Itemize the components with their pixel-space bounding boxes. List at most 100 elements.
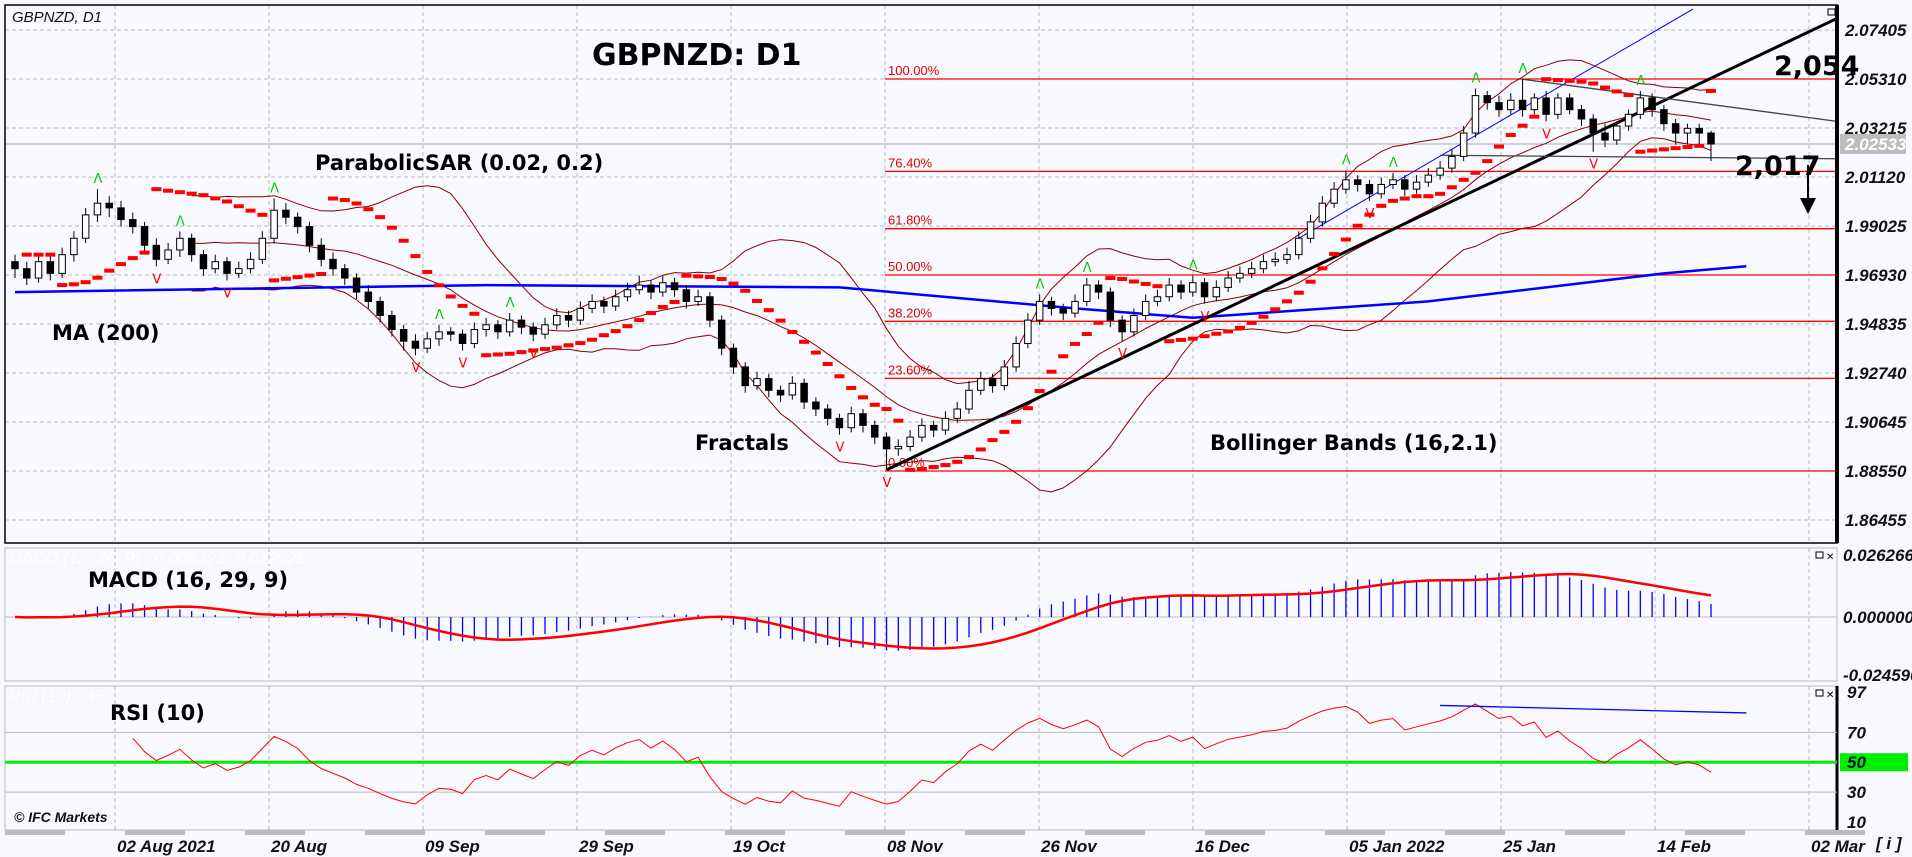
candle-body — [187, 237, 196, 256]
time-scrollbar-segment — [1685, 830, 1745, 835]
time-scrollbar-segment — [725, 830, 785, 835]
parabolic-sar-dot — [33, 252, 44, 257]
fractal-down-icon: V — [152, 272, 161, 287]
fractal-down-icon: V — [459, 357, 468, 372]
parabolic-sar-dot — [57, 283, 68, 288]
parabolic-sar-dot — [45, 252, 56, 257]
candle-body — [1177, 284, 1185, 293]
candle-body — [600, 300, 608, 307]
parabolic-sar-dot — [492, 352, 503, 357]
annotation-resistance: 2,054 — [1774, 51, 1859, 82]
parabolic-sar-dot — [1352, 223, 1363, 228]
candle-body — [376, 300, 384, 316]
candle-body — [1624, 113, 1633, 127]
date-tick-label: 02 Mar — [1811, 837, 1866, 856]
candle-body — [529, 326, 537, 335]
candle-body — [199, 254, 208, 270]
parabolic-sar-dot — [1694, 143, 1705, 148]
candle-body — [1047, 300, 1056, 309]
candle-body — [517, 319, 526, 328]
current-price-box — [1840, 133, 1906, 154]
maximize-icon[interactable] — [1827, 8, 1836, 16]
parabolic-sar-dot — [1128, 279, 1139, 284]
parabolic-sar-dot — [1293, 290, 1304, 295]
rsi-tick-label: 70 — [1847, 723, 1866, 742]
candle-body — [1330, 188, 1338, 204]
parabolic-sar-dot — [1505, 132, 1516, 137]
parabolic-sar-dot — [681, 273, 692, 278]
parabolic-sar-dot — [198, 193, 209, 198]
parabolic-sar-dot — [422, 269, 433, 274]
candle-body — [70, 237, 78, 256]
candle-body — [223, 261, 231, 274]
parabolic-sar-dot — [1482, 159, 1493, 164]
info-button[interactable]: [ i ] — [1875, 834, 1903, 853]
fib-level-label: 76.40% — [888, 155, 933, 170]
candle-body — [894, 445, 903, 450]
parabolic-sar-dot — [1046, 369, 1057, 374]
candle-body — [1671, 123, 1680, 134]
candle-body — [352, 277, 361, 293]
parabolic-sar-dot — [210, 196, 221, 201]
copyright-label: © IFC Markets — [14, 809, 108, 825]
parabolic-sar-dot — [1211, 331, 1222, 336]
maximize-icon[interactable] — [1815, 689, 1824, 697]
parabolic-sar-dot — [1011, 419, 1022, 424]
maximize-icon[interactable] — [1815, 551, 1824, 559]
parabolic-sar-dot — [999, 429, 1010, 434]
time-scrollbar-segment — [1565, 830, 1625, 835]
time-scrollbar-segment — [605, 830, 665, 835]
time-scrollbar-segment — [1805, 830, 1865, 835]
candle-body — [1259, 261, 1268, 270]
axes: 2.07405 2.05310 2.03215 2.01120 1.99025 1.969… — [5, 21, 1912, 856]
parabolic-sar-dot — [481, 353, 492, 358]
parabolic-sar-dot — [1034, 389, 1045, 394]
date-tick-label: 29 Sep — [578, 837, 634, 856]
candle-body — [1577, 109, 1586, 120]
time-scrollbar-segment — [1085, 830, 1145, 835]
candle-body — [859, 413, 867, 426]
candle-body — [1483, 95, 1491, 104]
candle-body — [152, 244, 161, 260]
parabolic-sar-dot — [634, 318, 645, 323]
candle-body — [140, 226, 149, 246]
annotation-rsi: RSI (10) — [110, 701, 205, 725]
candle-body — [1083, 284, 1091, 302]
parabolic-sar-dot — [1022, 406, 1033, 411]
candle-body — [176, 237, 184, 251]
rsi-pane-border[interactable] — [4, 685, 1838, 831]
parabolic-sar-dot — [1670, 146, 1681, 151]
candle-body — [1377, 183, 1385, 195]
parabolic-sar-dot — [905, 467, 916, 472]
chart-title: GBPNZD: D1 — [592, 38, 801, 73]
macd-pane-border[interactable] — [4, 547, 1838, 682]
parabolic-sar-dot — [1093, 320, 1104, 325]
candle-body — [1565, 97, 1574, 111]
parabolic-sar-dot — [1305, 279, 1316, 284]
candle-body — [717, 319, 726, 349]
candle-body — [246, 258, 255, 270]
parabolic-sar-dot — [563, 343, 574, 348]
candle-body — [812, 401, 820, 410]
candle-body — [270, 209, 278, 239]
ma200-line — [14, 265, 1747, 320]
annotation-bollinger: Bollinger Bands (16,2.1) — [1210, 431, 1498, 455]
rsi-level-badge — [1840, 753, 1908, 772]
parabolic-sar-dot — [1117, 277, 1128, 282]
close-icon[interactable]: ✕ — [1826, 552, 1834, 563]
candle-body — [988, 378, 997, 387]
trendline-channel — [1298, 8, 1694, 239]
candle-body — [282, 209, 290, 218]
candle-body — [1518, 99, 1527, 111]
parabolic-sar-dot — [810, 350, 821, 355]
fractal-up-icon: Λ — [506, 296, 515, 311]
candle-body — [729, 347, 738, 368]
bollinger-upper — [191, 59, 1712, 385]
close-icon[interactable]: ✕ — [1826, 690, 1834, 701]
candle-body — [11, 261, 19, 270]
parabolic-sar-dot — [1470, 170, 1481, 175]
candle-body — [564, 314, 573, 321]
parabolic-sar-dot — [186, 191, 197, 196]
candle-body — [1459, 132, 1468, 157]
candle-body — [305, 226, 314, 246]
